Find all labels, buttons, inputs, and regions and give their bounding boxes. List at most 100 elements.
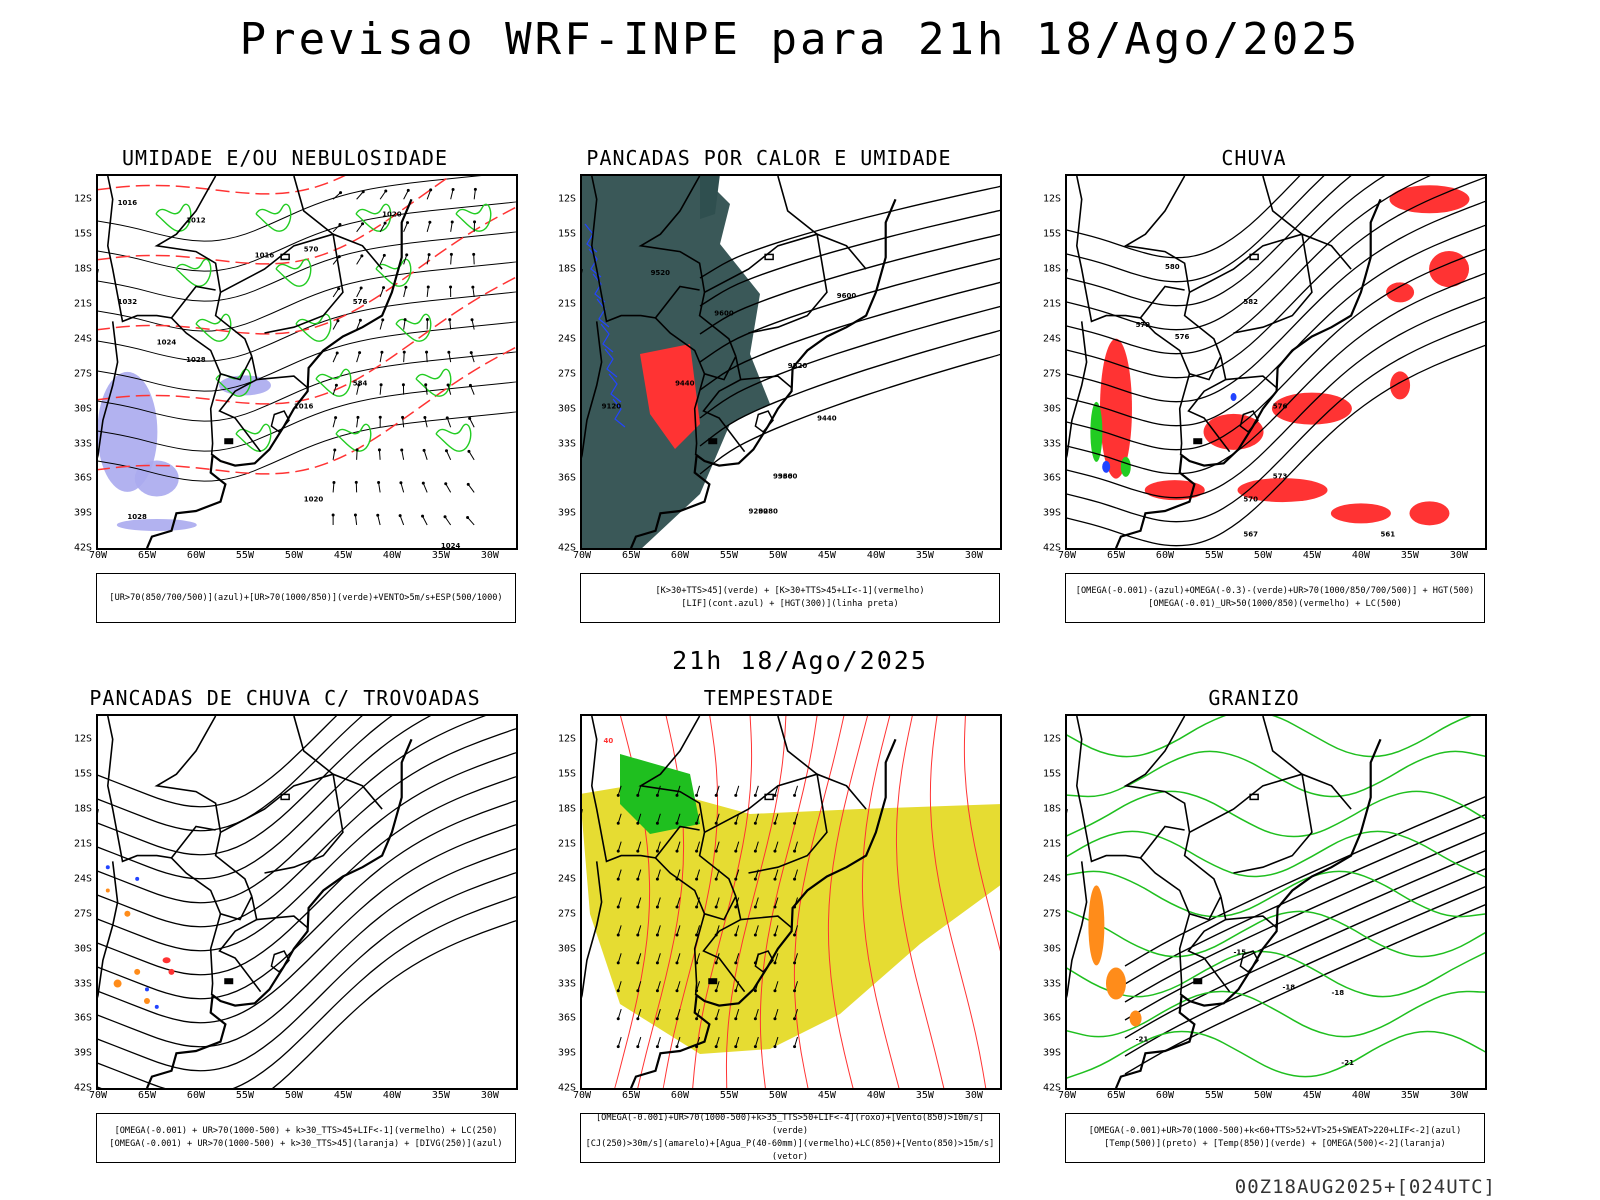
coastline-east xyxy=(629,738,897,1089)
temp850-contour xyxy=(1065,1030,1487,1080)
longitude-tick-label: 40W xyxy=(866,1090,885,1101)
longitude-tick-label: 45W xyxy=(817,1090,836,1101)
contour-label: 1020 xyxy=(304,496,324,504)
contour-label: 9360 xyxy=(778,472,798,480)
panel-pancadas-calor: PANCADAS POR CALOR E UMIDADE 9600 9600 9520… xyxy=(534,146,1004,626)
wind-vector-head xyxy=(468,416,472,420)
wind-vector-head xyxy=(382,253,386,257)
contour-line xyxy=(96,381,518,452)
latitude-tick-label: 33S xyxy=(73,978,92,990)
legend-line: [UR>70(850/700/500)](azul)+[UR>70(1000/8… xyxy=(109,592,503,603)
humidity-low-contour xyxy=(435,423,472,452)
omega-green-area xyxy=(1090,401,1103,462)
wind-vector xyxy=(332,288,340,298)
wind-vector xyxy=(332,352,338,363)
wind-vector xyxy=(379,255,385,265)
wind-vector xyxy=(656,925,661,936)
wind-vector-head xyxy=(472,252,476,256)
longitude-tick-label: 65W xyxy=(621,550,640,561)
border-line xyxy=(740,375,793,389)
wind-vector xyxy=(378,482,381,493)
wind-vector-head xyxy=(675,821,679,825)
wind-vector-head xyxy=(793,1017,797,1021)
wind-vector xyxy=(735,953,740,964)
map-svg: -15 -18 -18 -21 -21 xyxy=(1065,714,1487,1090)
latitude-tick-label: 24S xyxy=(73,873,92,885)
contour-line xyxy=(1065,200,1487,403)
panel-title: TEMPESTADE xyxy=(703,686,835,710)
latitude-tick-label: 30S xyxy=(1042,943,1061,955)
wind-vector xyxy=(447,384,452,395)
wind-vector-head xyxy=(636,989,640,993)
wind-vector xyxy=(774,981,779,991)
latitude-tick-label: 39S xyxy=(1042,1047,1061,1059)
wind-vector-head xyxy=(616,849,620,853)
legend-line: [LIF](cont.azul) + [HGT(300)](linha pret… xyxy=(681,599,899,609)
wind-vector xyxy=(754,1008,759,1019)
wind-vector-head xyxy=(336,319,340,323)
contour-label: 576 xyxy=(353,298,368,306)
wind-vector xyxy=(617,869,622,880)
wind-vector xyxy=(444,516,452,526)
wind-vector xyxy=(754,897,759,908)
lif-contour xyxy=(608,373,622,403)
longitude-tick-label: 60W xyxy=(670,1090,689,1101)
panel-umidade: UMIDADE E/OU NEBULOSIDADE 1012 1016 1020 102… xyxy=(50,146,520,626)
latitude-tick-label: 42S xyxy=(73,542,92,554)
wind-vector-head xyxy=(473,187,477,191)
wind-vector xyxy=(794,925,798,936)
border-line xyxy=(777,715,818,775)
longitude-tick-label: 60W xyxy=(1155,1090,1174,1101)
wind-vector xyxy=(422,482,428,493)
wind-vector xyxy=(471,319,475,330)
lake-mark xyxy=(224,438,234,445)
map-plot: 580 582 576 576 573 570 567 561 579 xyxy=(1065,174,1487,550)
wind-vector xyxy=(735,925,740,936)
longitude-tick-label: 40W xyxy=(1351,1090,1370,1101)
border-line xyxy=(704,233,818,294)
wind-vector xyxy=(715,813,720,824)
lake-mark xyxy=(1193,438,1203,445)
wind-vector-head xyxy=(655,961,659,965)
wind-vector xyxy=(656,841,661,852)
longitude-tick-label: 70W xyxy=(1057,550,1077,561)
longitude-tick-label: 60W xyxy=(670,550,689,561)
temp850-contour xyxy=(1065,830,1487,879)
lake-mark xyxy=(1193,978,1203,985)
wind-vector-head xyxy=(401,383,405,387)
longitude-tick-label: 30W xyxy=(1449,1090,1468,1101)
map-frame xyxy=(1065,714,1487,1090)
contour-line xyxy=(1065,344,1487,547)
wind-vector-head xyxy=(398,514,402,518)
latitude-tick-label: 27S xyxy=(1042,368,1061,380)
longitude-tick-label: 55W xyxy=(719,550,738,561)
wind-vector-head xyxy=(451,188,455,192)
wind-vector-head xyxy=(793,849,797,853)
longitude-tick-label: 45W xyxy=(1302,1090,1321,1101)
wind-vector xyxy=(379,190,387,200)
longitude-tick-label: 70W xyxy=(572,1090,592,1101)
humidity-low-contour xyxy=(155,203,192,232)
longitude-tick-label: 35W xyxy=(915,550,934,561)
latitude-tick-label: 24S xyxy=(1042,873,1061,885)
wind-vector xyxy=(470,352,475,363)
wind-vector xyxy=(676,841,681,852)
latitude-tick-label: 15S xyxy=(73,768,92,780)
wind-vector xyxy=(356,191,364,200)
longitude-tick-label: 35W xyxy=(1400,1090,1419,1101)
border-line xyxy=(638,715,737,897)
wind-vector-head xyxy=(695,933,699,937)
contour-line xyxy=(96,345,518,475)
wind-vector-head xyxy=(655,989,659,993)
omega-blue-area xyxy=(1230,393,1237,402)
border-line xyxy=(748,232,867,334)
wind-vector-head xyxy=(636,933,640,937)
wind-vector xyxy=(735,1036,740,1047)
contour-label: 1020 xyxy=(382,211,402,219)
wind-vector-head xyxy=(616,1017,620,1021)
lagoon-outline xyxy=(1239,950,1259,973)
rain-area xyxy=(1144,480,1205,501)
legend-line: [OMEGA(-0.01)_UR>50(1000/850)(vermelho) … xyxy=(1148,599,1402,609)
wind-vector-head xyxy=(335,351,339,355)
lake-mark xyxy=(708,438,718,445)
